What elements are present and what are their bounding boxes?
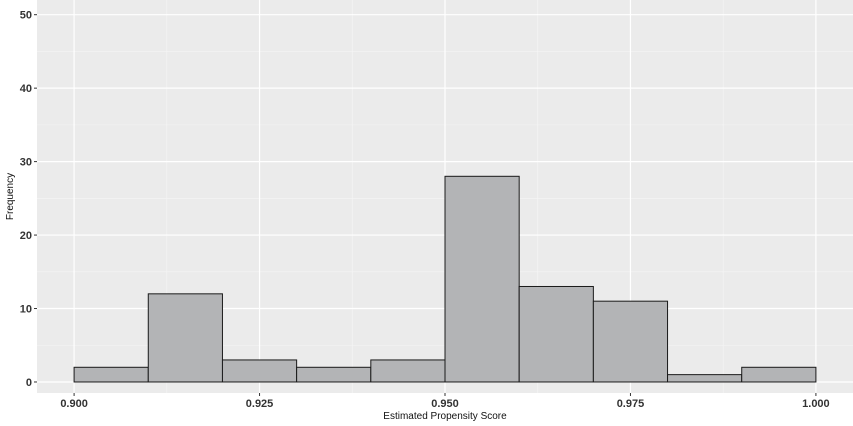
y-tick-label: 20: [20, 230, 32, 242]
histogram-bar: [147, 293, 223, 383]
y-axis-title: Frequency: [5, 173, 16, 220]
histogram-bar: [741, 366, 817, 383]
histogram-bar: [667, 374, 743, 383]
x-tick-label: 0.975: [617, 398, 645, 410]
x-axis-ticks: 0.900 0.925 0.950 0.975 1.000: [60, 393, 830, 410]
histogram-bar: [370, 359, 446, 383]
histogram-bars: [73, 175, 817, 383]
y-tick-label: 0: [26, 377, 32, 389]
y-axis-ticks: 0 10 20 30 40 50: [20, 10, 37, 389]
y-tick-label: 50: [20, 10, 32, 22]
x-tick-label: 1.000: [802, 398, 830, 410]
histogram-bar: [73, 366, 149, 383]
x-tick-label: 0.950: [431, 398, 459, 410]
x-tick-label: 0.925: [246, 398, 274, 410]
y-tick-label: 30: [20, 157, 32, 169]
histogram-bar: [518, 285, 594, 383]
histogram-bar: [592, 300, 669, 383]
histogram-bar: [296, 366, 372, 383]
histogram-bar: [444, 175, 520, 383]
x-tick-label: 0.900: [60, 398, 88, 410]
x-axis-title: Estimated Propensity Score: [383, 411, 507, 422]
histogram-bar: [221, 359, 298, 383]
y-tick-label: 10: [20, 304, 32, 316]
y-tick-label: 40: [20, 83, 32, 95]
